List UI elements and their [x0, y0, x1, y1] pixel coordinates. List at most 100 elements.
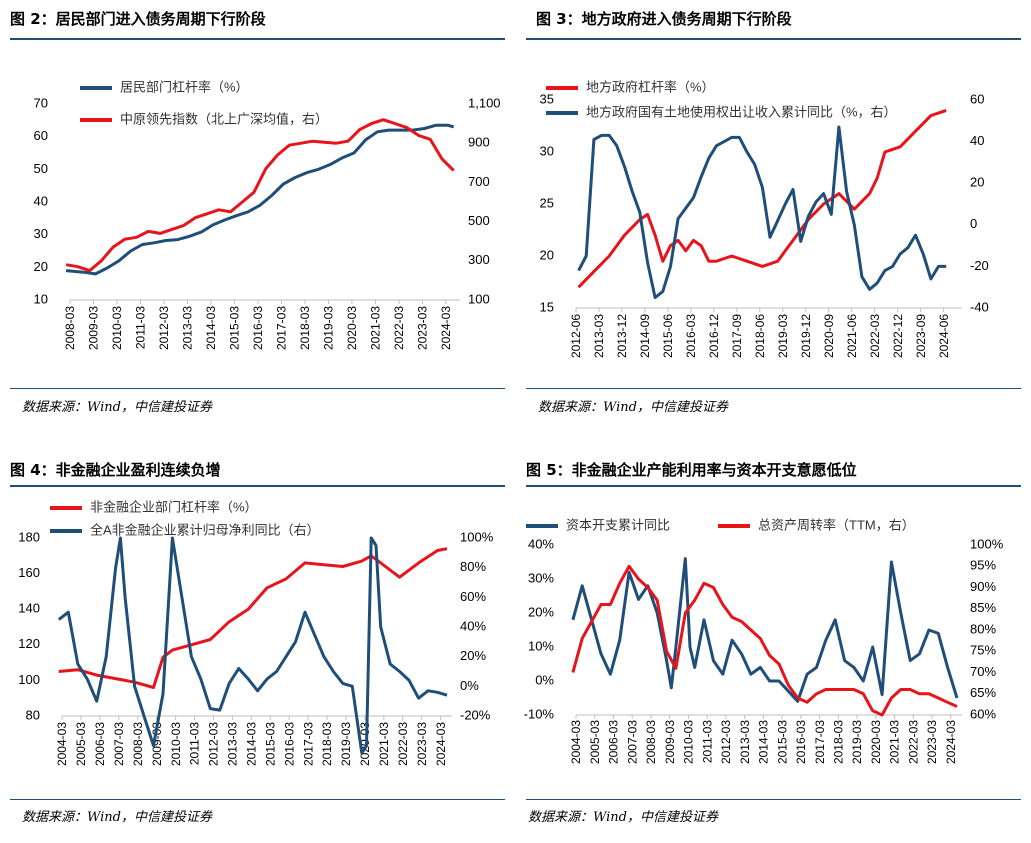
y-left-tick-label: 50: [34, 161, 48, 176]
x-tick-label: 2005-03: [588, 720, 602, 764]
y-right-tick-label: 700: [468, 174, 490, 189]
y-right-tick-label: 100%: [460, 529, 494, 544]
chart-panel-fig4: 图 4：非金融企业盈利连续负增 2004-03 2005-03 2006-03 200…: [0, 425, 515, 843]
y-right-tick-label: 80%: [970, 621, 996, 636]
x-tick-label: 2011-03: [188, 722, 202, 765]
y-right-tick-label: 85%: [970, 600, 996, 615]
x-tick-label: 2016-03: [251, 306, 265, 350]
x-tick-label: 2013-03: [738, 720, 752, 764]
series-line-0: [577, 108, 947, 289]
y-right-tick-label: -20%: [460, 707, 491, 722]
x-tick-label: 2015-03: [228, 306, 242, 350]
chart-source: 数据来源：Wind，中信建投证券: [538, 400, 728, 415]
x-tick-label: 2016-03: [794, 720, 808, 764]
y-right-tick-label: 900: [468, 135, 490, 150]
title-rule: [10, 38, 505, 40]
x-tick-label: 2018-03: [320, 722, 334, 766]
y-left-tick-label: 180: [18, 529, 40, 544]
x-tick-label: 2011-03: [700, 720, 714, 763]
x-tick-label: 2019-03: [322, 306, 336, 350]
y-left-tick-label: 100: [18, 672, 40, 687]
y-left-tick-label: 30: [540, 143, 554, 158]
y-left-tick-label: 30%: [528, 570, 554, 585]
x-tick-label: 2021-03: [369, 306, 383, 350]
series-line-0: [571, 557, 959, 703]
x-tick-label: 2014-03: [204, 306, 218, 350]
x-tick-label: 2021-03: [888, 720, 902, 764]
x-tick-label: 2022-03: [868, 314, 882, 358]
x-tick-label: 2023-03: [416, 306, 430, 350]
x-tick-label: 2012-03: [207, 722, 221, 766]
y-left-tick-label: 120: [18, 636, 40, 651]
y-left-tick-label: 25: [540, 195, 554, 210]
y-left-tick-label: 80: [26, 707, 40, 722]
x-tick-label: 2013-03: [592, 314, 606, 358]
chart-panel-fig5: 图 5：非金融企业产能利用率与资本开支意愿低位 2004-03 2005-03 20…: [516, 425, 1031, 843]
x-tick-label: 2019-12: [799, 314, 813, 358]
x-tick-label: 2020-03: [869, 720, 883, 764]
series-line-1: [65, 118, 455, 273]
y-left-tick-label: 70: [34, 95, 48, 110]
x-tick-label: 2008-03: [63, 306, 77, 350]
y-right-tick-label: 100: [468, 291, 490, 306]
x-tick-label: 2019-03: [339, 722, 353, 766]
chart-title: 图 3：地方政府进入债务周期下行阶段: [536, 10, 792, 28]
x-tick-label: 2010-03: [110, 306, 124, 350]
title-rule: [526, 38, 1021, 40]
x-tick-label: 2024-03: [439, 306, 453, 350]
chart-plot: 2004-03 2005-03 2006-03 2007-03 2008-03 2009-…: [524, 517, 1004, 764]
x-tick-label: 2008-03: [131, 722, 145, 766]
chart-title: 图 5：非金融企业产能利用率与资本开支意愿低位: [526, 461, 857, 479]
y-right-tick-label: 65%: [970, 685, 996, 700]
y-left-tick-label: 40%: [528, 536, 554, 551]
x-tick-label: 2007-03: [625, 720, 639, 764]
x-tick-label: 2010-03: [169, 722, 183, 766]
x-tick-label: 2017-03: [275, 306, 289, 350]
title-rule: [10, 485, 505, 487]
x-tick-label: 2018-03: [832, 720, 846, 764]
title-rule: [526, 485, 1021, 487]
x-tick-label: 2021-06: [845, 314, 859, 358]
x-tick-label: 2020-03: [345, 306, 359, 350]
legend-label: 中原领先指数（北上广深均值，右）: [120, 111, 328, 126]
x-tick-label: 2018-06: [753, 314, 767, 358]
y-right-tick-label: 40%: [460, 618, 486, 633]
chart-source: 数据来源：Wind，中信建投证券: [528, 810, 718, 825]
y-right-tick-label: 0%: [460, 678, 479, 693]
x-tick-label: 2016-12: [707, 314, 721, 358]
x-tick-label: 2012-03: [719, 720, 733, 764]
x-tick-label: 2024-06: [937, 314, 951, 358]
x-tick-label: 2006-03: [607, 720, 621, 764]
y-right-tick-label: -40: [970, 299, 989, 314]
x-tick-label: 2017-03: [813, 720, 827, 764]
chart-plot: 2012-06 2013-03 2013-12 2014-09 2015-06 2016-…: [540, 79, 989, 358]
x-tick-label: 2013-03: [181, 306, 195, 350]
y-right-tick-label: 60%: [460, 589, 486, 604]
x-tick-label: 2015-06: [661, 314, 675, 358]
legend-label: 非金融企业部门杠杆率（%）: [90, 499, 258, 514]
series-line-0: [65, 123, 455, 276]
source-rule: [526, 799, 1021, 800]
y-right-tick-label: 60: [970, 91, 984, 106]
x-tick-label: 2023-03: [925, 720, 939, 764]
chart-title: 图 4：非金融企业盈利连续负增: [10, 461, 221, 479]
series-line-1: [57, 536, 448, 755]
x-tick-label: 2011-03: [134, 306, 148, 349]
chart-panel-fig2: 图 2：居民部门进入债务周期下行阶段 2008-03 2009-03 2010-03…: [0, 0, 515, 425]
series-line-1: [577, 125, 947, 300]
legend-label: 地方政府国有土地使用权出让收入累计同比（%，右）: [586, 104, 897, 119]
y-left-tick-label: -10%: [524, 706, 555, 721]
y-right-tick-label: 80%: [460, 559, 486, 574]
y-right-tick-label: 90%: [970, 579, 996, 594]
chart-plot: 2008-03 2009-03 2010-03 2011-03 2012-03 2013-…: [34, 79, 501, 350]
chart-source: 数据来源：Wind，中信建投证券: [22, 810, 212, 825]
chart-title: 图 2：居民部门进入债务周期下行阶段: [10, 10, 266, 28]
chart-source: 数据来源：Wind，中信建投证券: [22, 400, 212, 415]
x-tick-label: 2013-03: [226, 722, 240, 766]
x-tick-label: 2023-09: [914, 314, 928, 358]
legend-label: 居民部门杠杆率（%）: [120, 79, 249, 94]
x-tick-label: 2012-06: [569, 314, 583, 358]
y-right-tick-label: 95%: [970, 558, 996, 573]
y-left-tick-label: 20%: [528, 604, 554, 619]
legend-label: 总资产周转率（TTM，右）: [758, 517, 915, 532]
